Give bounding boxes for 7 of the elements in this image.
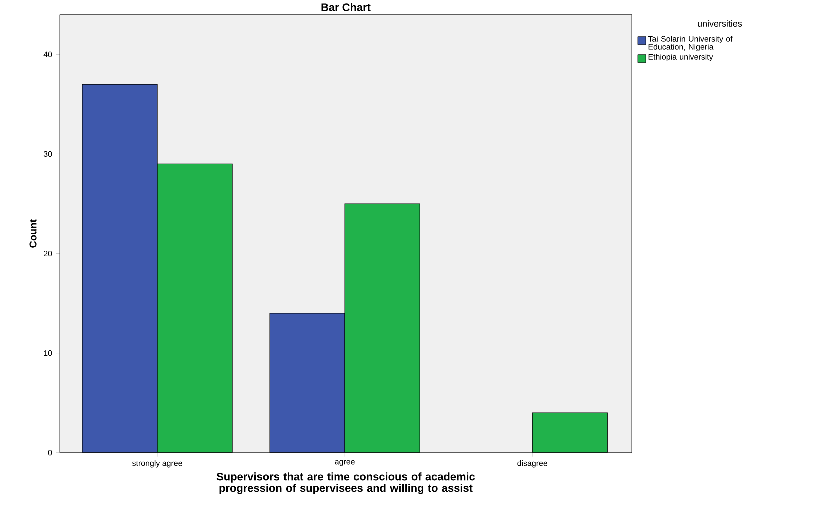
bar [157,164,233,453]
y-axis-title: Count [30,220,37,248]
bar [344,204,420,453]
bar [532,412,608,453]
x-axis-title: Supervisors that are time conscious of academic progression of supervisees and willing to assist [216,472,476,494]
chart-title: Bar Chart [322,3,371,12]
legend-title: universities [698,20,742,28]
